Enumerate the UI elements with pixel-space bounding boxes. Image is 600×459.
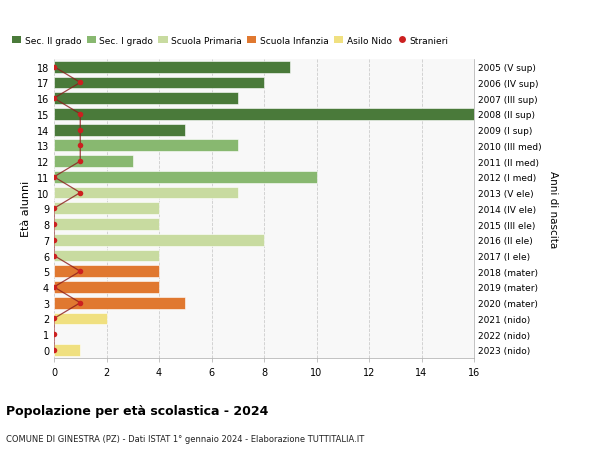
Bar <box>54 124 185 136</box>
Bar <box>54 93 238 105</box>
Bar <box>54 77 264 89</box>
Bar <box>54 297 185 309</box>
Bar <box>54 281 159 293</box>
Bar <box>54 203 159 215</box>
Bar <box>54 109 474 121</box>
Bar <box>54 344 80 356</box>
Bar <box>54 156 133 168</box>
Bar <box>54 250 159 262</box>
Bar <box>54 140 238 152</box>
Bar <box>54 218 159 230</box>
Y-axis label: Anni di nascita: Anni di nascita <box>548 170 559 247</box>
Legend: Sec. II grado, Sec. I grado, Scuola Primaria, Scuola Infanzia, Asilo Nido, Stran: Sec. II grado, Sec. I grado, Scuola Prim… <box>8 33 452 49</box>
Text: COMUNE DI GINESTRA (PZ) - Dati ISTAT 1° gennaio 2024 - Elaborazione TUTTITALIA.I: COMUNE DI GINESTRA (PZ) - Dati ISTAT 1° … <box>6 434 364 443</box>
Bar <box>54 172 317 183</box>
Bar <box>54 187 238 199</box>
Bar <box>54 235 264 246</box>
Bar <box>54 313 107 325</box>
Text: Popolazione per età scolastica - 2024: Popolazione per età scolastica - 2024 <box>6 404 268 417</box>
Bar <box>54 266 159 278</box>
Bar <box>54 62 290 73</box>
Y-axis label: Età alunni: Età alunni <box>21 181 31 237</box>
